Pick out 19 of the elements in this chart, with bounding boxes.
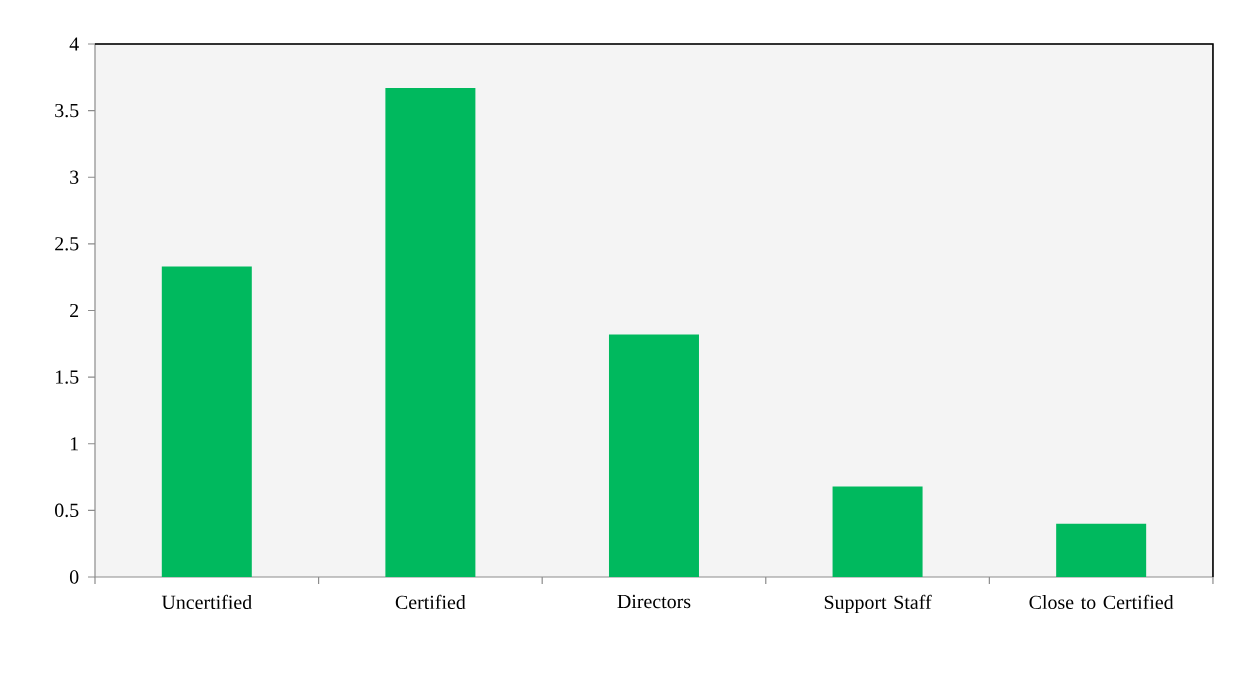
x-tick-label: Directors <box>617 594 691 609</box>
bar <box>161 266 252 577</box>
bar <box>385 87 476 577</box>
bar <box>832 486 923 577</box>
y-tick-label: 2 <box>70 303 79 318</box>
y-tick-label: 4 <box>69 37 79 51</box>
y-tick-label: 3 <box>70 170 79 184</box>
bar <box>608 334 699 577</box>
x-tick-label: Certified <box>395 594 466 610</box>
y-tick-label: 0 <box>69 570 79 584</box>
y-tick-label: 1 <box>70 437 78 451</box>
x-tick-label: Uncertified <box>161 594 252 610</box>
y-tick-label: 0.5 <box>55 503 79 518</box>
y-tick-label: 3.5 <box>55 103 79 118</box>
x-tick-label: Close to Certified <box>1029 594 1174 610</box>
y-tick-label: 1.5 <box>56 370 79 384</box>
bar <box>1056 523 1147 577</box>
x-tick-label: Support Staff <box>824 594 932 614</box>
y-tick-label: 2.5 <box>55 237 79 251</box>
